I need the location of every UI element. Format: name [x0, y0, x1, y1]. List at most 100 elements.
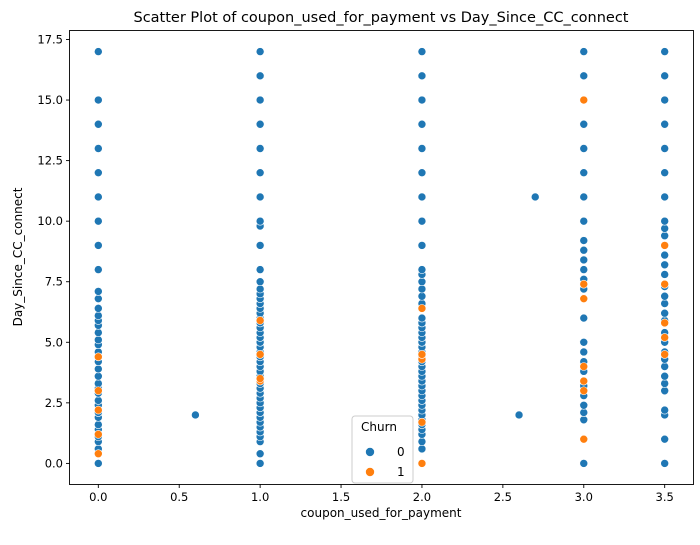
scatter-point-churn-0	[94, 459, 103, 468]
x-tick-label: 2.5	[494, 490, 512, 504]
scatter-point-churn-0	[660, 250, 669, 260]
scatter-point-churn-0	[660, 291, 669, 301]
scatter-point-churn-0	[417, 47, 427, 56]
scatter-point-churn-0	[94, 287, 103, 296]
scatter-point-churn-0	[579, 119, 589, 129]
scatter-point-churn-1	[579, 95, 589, 105]
scatter-point-churn-0	[579, 265, 589, 274]
scatter-point-churn-0	[94, 47, 103, 56]
y-tick-label: 12.5	[37, 154, 63, 168]
scatter-point-churn-0	[660, 270, 669, 279]
y-axis: 0.0 2.5 5.0 7.5 10.0 12.5 15.0 17.5	[37, 32, 70, 470]
y-tick-label: 15.0	[37, 93, 63, 107]
scatter-point-churn-0	[579, 216, 589, 226]
scatter-point-churn-0	[660, 95, 669, 105]
scatter-point-churn-0	[660, 71, 669, 81]
scatter-point-churn-0	[255, 47, 265, 56]
x-tick-label: 3.5	[656, 490, 674, 504]
legend-entry-1: 1	[397, 465, 405, 479]
scatter-point-churn-0	[255, 265, 265, 274]
scatter-point-churn-0	[94, 265, 103, 274]
scatter-point-churn-1	[255, 350, 265, 359]
legend-box	[351, 415, 414, 484]
scatter-point-churn-0	[255, 95, 265, 105]
scatter-point-churn-1	[579, 294, 589, 303]
scatter-point-churn-0	[94, 192, 103, 202]
scatter-point-churn-0	[660, 379, 669, 388]
scatter-point-churn-0	[660, 308, 669, 318]
plot-area	[94, 47, 669, 468]
x-tick-label: 1.0	[251, 490, 269, 504]
y-tick-label: 0.0	[45, 456, 63, 470]
x-tick-label: 0.5	[170, 490, 188, 504]
scatter-point-churn-0	[579, 459, 589, 468]
x-axis-label: coupon_used_for_payment	[301, 506, 462, 520]
x-tick-label: 1.5	[332, 490, 350, 504]
scatter-point-churn-1	[94, 386, 103, 396]
legend-entry-0: 0	[397, 445, 405, 459]
scatter-point-churn-1	[579, 362, 589, 371]
scatter-point-churn-0	[660, 192, 669, 202]
scatter-point-churn-0	[94, 396, 103, 405]
legend-title: Churn	[361, 420, 397, 434]
scatter-point-churn-0	[94, 335, 103, 345]
scatter-point-churn-1	[579, 376, 589, 386]
y-tick-label: 2.5	[45, 396, 63, 410]
scatter-point-churn-0	[417, 192, 427, 202]
scatter-point-churn-0	[660, 371, 669, 381]
scatter-point-churn-0	[94, 119, 103, 129]
scatter-point-churn-0	[417, 95, 427, 105]
scatter-point-churn-0	[660, 216, 669, 226]
scatter-point-churn-0	[514, 410, 524, 420]
scatter-point-churn-0	[94, 364, 103, 374]
scatter-point-churn-0	[255, 144, 265, 153]
scatter-point-churn-0	[255, 192, 265, 202]
scatter-point-churn-0	[579, 337, 589, 347]
scatter-point-churn-0	[579, 47, 589, 56]
scatter-point-churn-1	[255, 316, 265, 325]
scatter-point-churn-0	[417, 144, 427, 153]
legend-marker-1	[365, 467, 375, 477]
scatter-point-churn-1	[660, 350, 669, 359]
scatter-point-churn-1	[94, 352, 103, 362]
scatter-point-churn-0	[255, 119, 265, 129]
scatter-point-churn-0	[94, 241, 103, 250]
scatter-point-churn-0	[255, 168, 265, 178]
scatter-point-churn-0	[579, 408, 589, 417]
scatter-point-churn-1	[255, 374, 265, 383]
scatter-point-churn-0	[94, 168, 103, 178]
scatter-point-churn-1	[660, 241, 669, 250]
legend-marker-0	[365, 447, 375, 457]
scatter-point-churn-0	[417, 71, 427, 81]
scatter-point-churn-1	[660, 318, 669, 328]
y-tick-label: 17.5	[37, 32, 63, 46]
y-tick-label: 7.5	[45, 275, 63, 289]
scatter-point-churn-0	[579, 347, 589, 357]
scatter-point-churn-0	[94, 328, 103, 337]
scatter-point-churn-0	[255, 459, 265, 468]
x-tick-label: 2.0	[413, 490, 431, 504]
x-tick-label: 0.0	[89, 490, 107, 504]
scatter-point-churn-0	[660, 168, 669, 178]
scatter-point-churn-0	[579, 71, 589, 81]
scatter-point-churn-0	[660, 144, 669, 153]
scatter-point-churn-0	[579, 236, 589, 245]
scatter-point-churn-1	[417, 304, 427, 313]
scatter-point-churn-0	[417, 265, 427, 274]
scatter-point-churn-0	[660, 386, 669, 396]
scatter-point-churn-0	[94, 95, 103, 105]
scatter-point-churn-0	[417, 291, 427, 301]
x-axis: 0.0 0.5 1.0 1.5 2.0 2.5 3.0 3.5	[89, 484, 674, 504]
scatter-point-churn-0	[417, 444, 427, 454]
scatter-point-churn-0	[660, 260, 669, 270]
scatter-point-churn-1	[94, 449, 103, 459]
scatter-point-churn-1	[94, 405, 103, 415]
scatter-point-churn-0	[94, 420, 103, 429]
scatter-point-churn-0	[94, 216, 103, 226]
scatter-point-churn-0	[660, 47, 669, 56]
scatter-point-churn-1	[660, 279, 669, 289]
chart-title: Scatter Plot of coupon_used_for_payment …	[134, 10, 629, 26]
scatter-point-churn-1	[579, 434, 589, 444]
scatter-point-churn-0	[255, 241, 265, 250]
